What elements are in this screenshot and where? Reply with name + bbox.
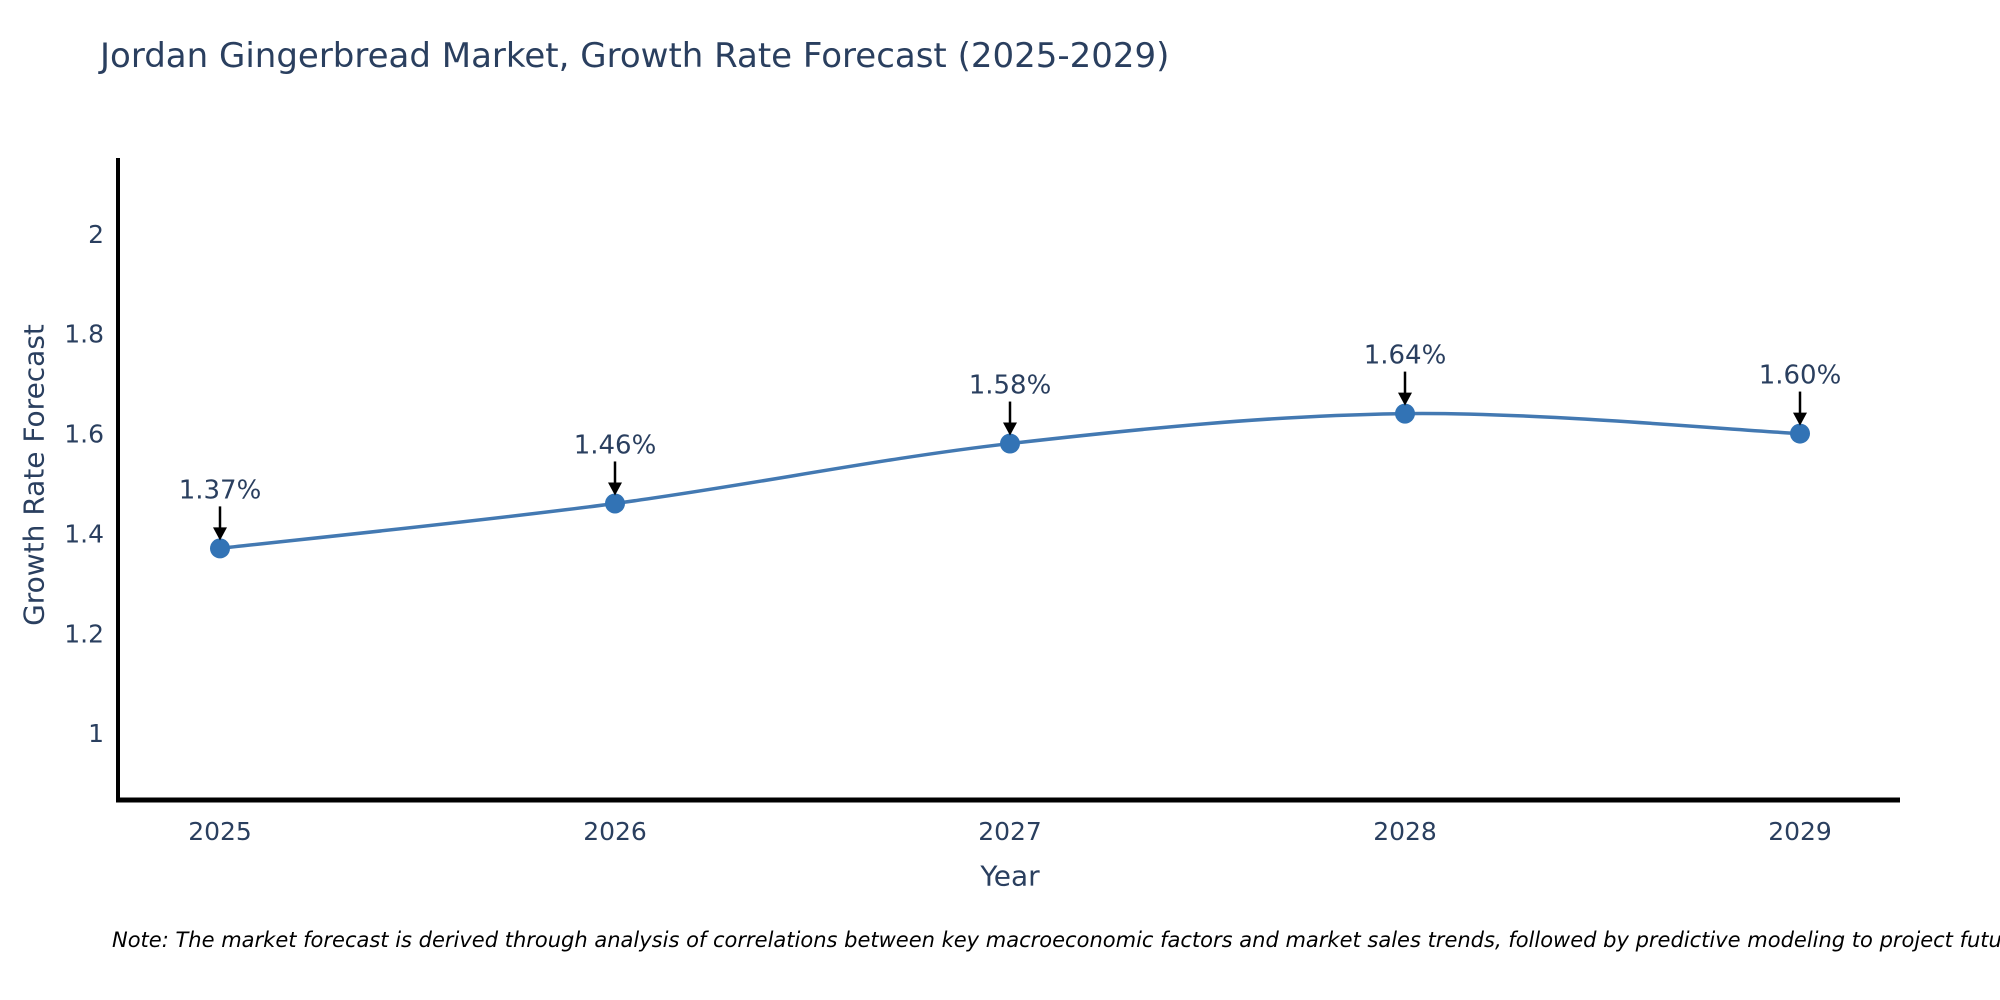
x-axis-title: Year bbox=[980, 859, 1040, 893]
point-annotation: 1.60% bbox=[1759, 361, 1842, 391]
point-annotation: 1.46% bbox=[574, 430, 657, 460]
point-annotation: 1.64% bbox=[1364, 341, 1447, 371]
annotation-arrowhead bbox=[608, 482, 622, 496]
y-axis-title: Growth Rate Forecast bbox=[17, 324, 51, 626]
y-tick-label: 1.4 bbox=[64, 519, 104, 548]
x-tick-label: 2027 bbox=[978, 817, 1042, 846]
y-tick-label: 1 bbox=[88, 719, 104, 748]
annotation-arrowhead bbox=[1003, 422, 1017, 436]
y-tick-label: 1.8 bbox=[64, 320, 104, 349]
footnote: Note: The market forecast is derived thr… bbox=[112, 928, 2000, 952]
y-tick-label: 2 bbox=[88, 220, 104, 249]
data-point-marker bbox=[1790, 423, 1810, 444]
y-tick-label: 1.6 bbox=[64, 420, 104, 449]
x-tick-label: 2025 bbox=[188, 817, 252, 846]
data-point-marker bbox=[605, 493, 625, 514]
x-tick-label: 2026 bbox=[583, 817, 647, 846]
y-tick-label: 1.2 bbox=[64, 619, 104, 648]
chart-title: Jordan Gingerbread Market, Growth Rate F… bbox=[100, 36, 1170, 76]
point-annotation: 1.58% bbox=[969, 371, 1052, 401]
x-tick-label: 2028 bbox=[1373, 817, 1437, 846]
data-point-marker bbox=[1000, 433, 1020, 454]
annotation-arrowhead bbox=[1793, 412, 1807, 426]
point-annotation: 1.37% bbox=[179, 475, 262, 505]
x-tick-label: 2029 bbox=[1768, 817, 1832, 846]
annotation-arrowhead bbox=[1398, 392, 1412, 406]
data-point-marker bbox=[1395, 403, 1415, 424]
data-point-marker bbox=[210, 538, 230, 559]
annotation-arrowhead bbox=[213, 527, 227, 541]
